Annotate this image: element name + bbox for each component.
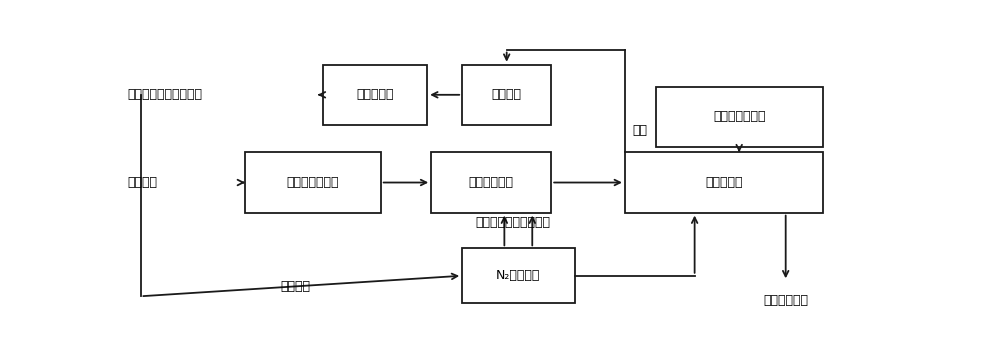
Bar xyxy=(462,65,551,125)
Text: 进料干燥系统: 进料干燥系统 xyxy=(469,176,514,189)
Bar xyxy=(431,152,551,213)
Text: 剩余污泥: 剩余污泥 xyxy=(127,176,157,189)
Text: 自身产生的水蒸气热量: 自身产生的水蒸气热量 xyxy=(476,216,551,229)
Bar xyxy=(245,152,381,213)
Text: 太阳能供热系统: 太阳能供热系统 xyxy=(713,110,765,123)
Text: 热交换器: 热交换器 xyxy=(492,88,522,101)
Text: 热解碳化炉: 热解碳化炉 xyxy=(705,176,742,189)
Text: 生物炭、焦油: 生物炭、焦油 xyxy=(763,294,808,307)
Text: 热量供给: 热量供给 xyxy=(280,280,310,293)
Text: 尾气: 尾气 xyxy=(633,124,648,137)
Bar xyxy=(323,65,427,125)
Text: 三相分离器: 三相分离器 xyxy=(356,88,394,101)
Bar xyxy=(462,248,574,303)
Bar xyxy=(656,87,822,147)
Text: 可燃气利用或燃烧排放: 可燃气利用或燃烧排放 xyxy=(127,88,202,101)
Text: N₂加压系统: N₂加压系统 xyxy=(496,269,540,282)
Bar xyxy=(625,152,822,213)
Text: 污泥脱水预处理: 污泥脱水预处理 xyxy=(287,176,339,189)
